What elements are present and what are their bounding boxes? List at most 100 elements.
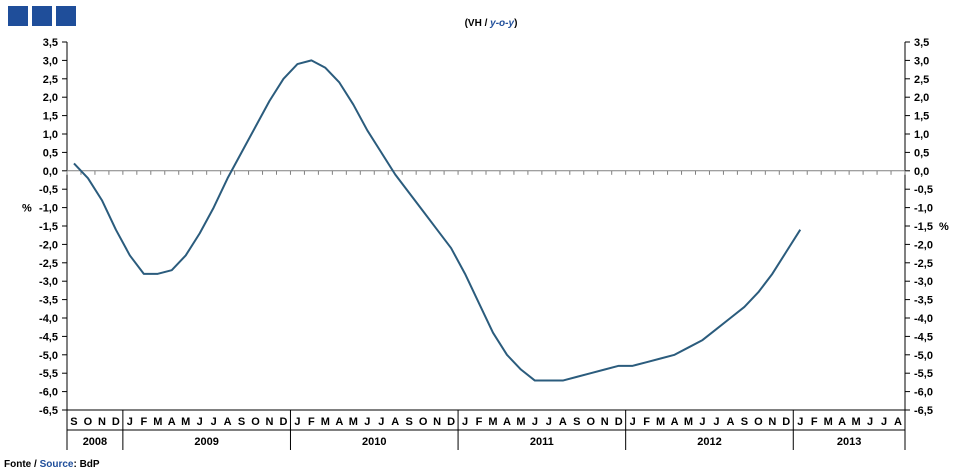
x-tick-label-month: A: [559, 416, 567, 428]
y-tick-label-right: 0,0: [914, 166, 929, 178]
y-tick-label-right: 1,0: [914, 129, 929, 141]
y-tick-label-right: -6,0: [914, 387, 933, 399]
y-axis-unit-right: %: [939, 221, 949, 233]
x-tick-label-month: F: [140, 416, 147, 428]
y-tick-label-left: 1,5: [43, 111, 58, 123]
x-tick-label-month: F: [476, 416, 483, 428]
y-tick-label-right: -5,0: [914, 350, 933, 362]
x-tick-label-month: A: [391, 416, 399, 428]
x-tick-label-year: 2013: [837, 436, 861, 448]
x-tick-label-month: S: [238, 416, 245, 428]
y-tick-label-right: 2,5: [914, 74, 929, 86]
x-tick-label-year: 2011: [530, 436, 554, 448]
x-tick-label-month: M: [349, 416, 358, 428]
x-tick-label-month: M: [656, 416, 665, 428]
x-tick-label-month: N: [601, 416, 609, 428]
x-tick-label-month: M: [153, 416, 162, 428]
x-tick-label-month: M: [852, 416, 861, 428]
x-tick-label-month: J: [211, 416, 217, 428]
x-tick-label-month: J: [197, 416, 203, 428]
y-tick-label-right: -5,5: [914, 368, 933, 380]
x-tick-label-month: D: [112, 416, 120, 428]
y-tick-label-right: 2,0: [914, 92, 929, 104]
x-tick-label-month: J: [462, 416, 468, 428]
x-tick-label-month: J: [364, 416, 370, 428]
y-tick-label-right: -4,5: [914, 331, 933, 343]
x-tick-label-month: M: [516, 416, 525, 428]
y-tick-label-right: -3,0: [914, 276, 933, 288]
y-tick-label-left: -2,0: [39, 239, 58, 251]
y-tick-label-right: 1,5: [914, 111, 929, 123]
y-tick-label-left: 0,0: [43, 166, 58, 178]
x-tick-label-month: A: [224, 416, 232, 428]
x-tick-label-month: J: [546, 416, 552, 428]
x-tick-label-month: J: [532, 416, 538, 428]
x-tick-label-month: M: [684, 416, 693, 428]
y-tick-label-right: -6,5: [914, 405, 933, 417]
x-tick-label-month: A: [168, 416, 176, 428]
y-tick-label-left: 2,0: [43, 92, 58, 104]
x-tick-label-month: N: [768, 416, 776, 428]
y-tick-label-right: 0,5: [914, 147, 929, 159]
x-tick-label-month: A: [894, 416, 902, 428]
y-tick-label-right: -1,5: [914, 221, 933, 233]
x-tick-label-month: J: [867, 416, 873, 428]
y-tick-label-right: 3,5: [914, 37, 929, 49]
x-tick-label-month: F: [643, 416, 650, 428]
y-tick-label-right: 3,0: [914, 55, 929, 67]
x-tick-label-month: A: [335, 416, 343, 428]
chart-title: (VH / y-o-y): [465, 18, 518, 29]
x-tick-label-month: J: [294, 416, 300, 428]
x-tick-label-month: M: [321, 416, 330, 428]
y-axis-unit-left: %: [22, 202, 32, 214]
y-tick-label-left: 3,5: [43, 37, 58, 49]
x-tick-label-month: J: [797, 416, 803, 428]
x-tick-label-year: 2009: [194, 436, 218, 448]
y-tick-label-left: -2,5: [39, 258, 58, 270]
x-tick-label-month: F: [811, 416, 818, 428]
x-tick-label-month: D: [447, 416, 455, 428]
x-tick-label-month: J: [127, 416, 133, 428]
y-tick-label-left: -1,5: [39, 221, 58, 233]
x-tick-label-month: A: [838, 416, 846, 428]
y-tick-label-left: -4,5: [39, 331, 58, 343]
y-tick-label-left: -6,0: [39, 387, 58, 399]
header-square-1: [8, 6, 28, 26]
x-tick-label-month: O: [419, 416, 428, 428]
x-tick-label-year: 2010: [362, 436, 386, 448]
header-square-2: [32, 6, 52, 26]
x-tick-label-month: N: [433, 416, 441, 428]
x-tick-label-month: J: [699, 416, 705, 428]
y-tick-label-right: -2,5: [914, 258, 933, 270]
x-tick-label-year: 2008: [83, 436, 107, 448]
x-tick-label-month: J: [630, 416, 636, 428]
x-tick-label-month: J: [713, 416, 719, 428]
x-tick-label-month: S: [741, 416, 748, 428]
x-tick-label-month: N: [98, 416, 106, 428]
x-tick-label-month: D: [280, 416, 288, 428]
x-tick-label-month: O: [754, 416, 763, 428]
y-tick-label-left: 2,5: [43, 74, 58, 86]
x-tick-label-year: 2012: [697, 436, 721, 448]
x-tick-label-month: D: [782, 416, 790, 428]
x-tick-label-month: O: [586, 416, 595, 428]
y-tick-label-left: 3,0: [43, 55, 58, 67]
y-tick-label-right: -1,0: [914, 203, 933, 215]
y-tick-label-right: -0,5: [914, 184, 933, 196]
y-tick-label-left: -5,5: [39, 368, 58, 380]
x-tick-label-month: F: [308, 416, 315, 428]
y-tick-label-right: -4,0: [914, 313, 933, 325]
x-tick-label-month: A: [726, 416, 734, 428]
y-tick-label-left: -0,5: [39, 184, 58, 196]
y-tick-label-right: -2,0: [914, 239, 933, 251]
y-tick-label-left: 1,0: [43, 129, 58, 141]
header-square-3: [56, 6, 76, 26]
x-tick-label-month: S: [70, 416, 77, 428]
x-tick-label-month: J: [378, 416, 384, 428]
y-tick-label-left: 0,5: [43, 147, 58, 159]
y-tick-label-left: -3,0: [39, 276, 58, 288]
y-tick-label-left: -5,0: [39, 350, 58, 362]
series-line: [73, 59, 802, 382]
source-note: Fonte / Source: BdP: [4, 459, 100, 470]
